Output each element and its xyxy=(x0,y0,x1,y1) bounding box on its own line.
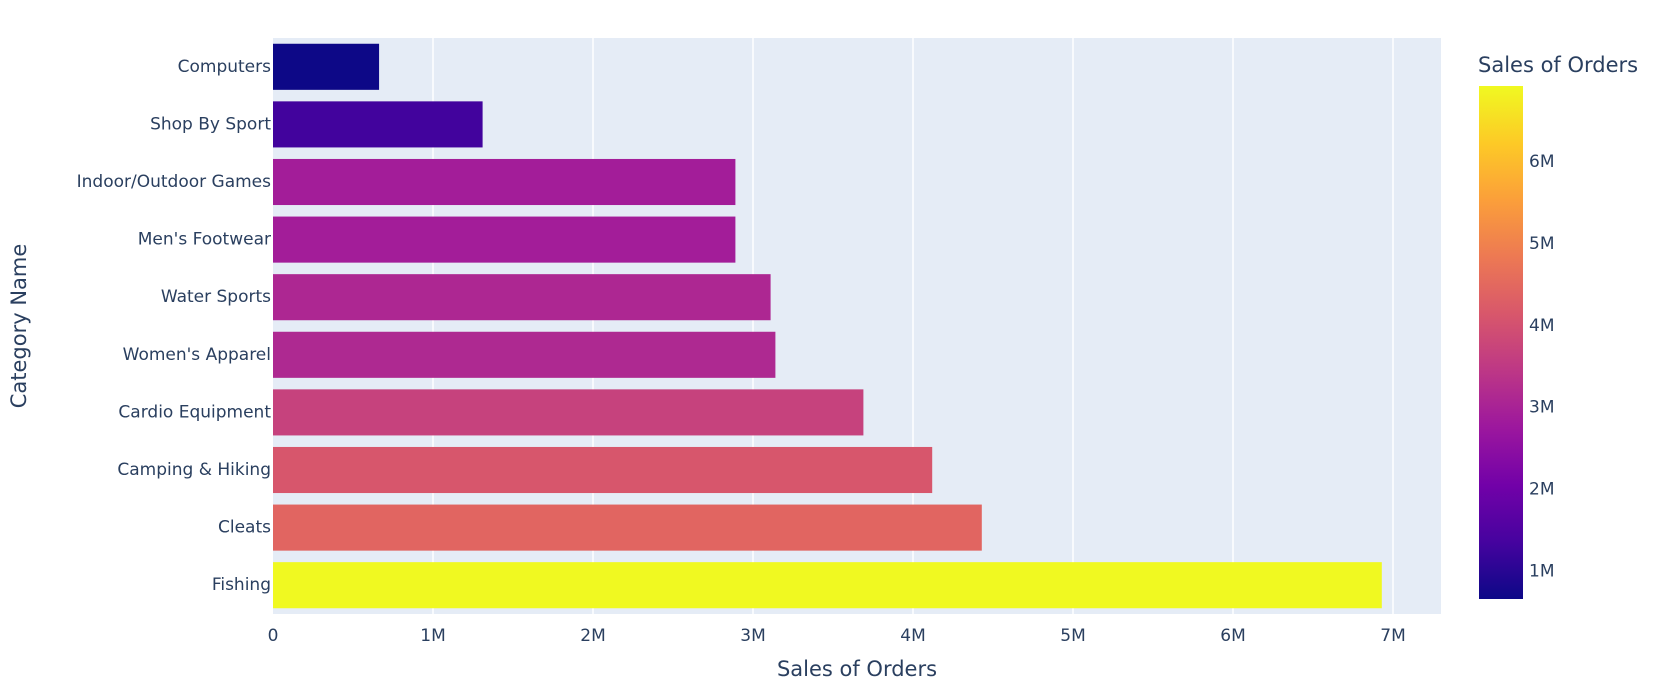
y-tick-label: Cleats xyxy=(218,518,271,538)
bar xyxy=(273,158,736,206)
x-tick-label: 5M xyxy=(1060,626,1085,646)
y-tick-label: Shop By Sport xyxy=(150,114,271,134)
colorbar-tick-label: 1M xyxy=(1529,561,1554,581)
colorbar-title: Sales of Orders xyxy=(1478,53,1638,77)
y-tick-label: Fishing xyxy=(212,575,271,595)
y-tick-labels: Fishing Cleats Camping & Hiking Cardio Equi… xyxy=(77,57,272,595)
colorbar-tick-label: 3M xyxy=(1529,398,1554,418)
x-tick-label: 2M xyxy=(580,626,605,646)
y-tick-label: Women's Apparel xyxy=(123,345,271,365)
y-axis-title: Category Name xyxy=(7,244,31,409)
y-tick-label: Indoor/Outdoor Games xyxy=(77,172,272,192)
bar xyxy=(273,504,982,551)
colorbar-gradient xyxy=(1479,86,1523,599)
bar xyxy=(273,101,483,148)
bar xyxy=(273,216,736,263)
bars xyxy=(273,43,1382,609)
bar xyxy=(273,389,864,436)
y-tick-label: Camping & Hiking xyxy=(117,460,271,480)
x-tick-label: 6M xyxy=(1220,626,1245,646)
x-tick-labels: 0 1M 2M 3M 4M 5M 6M 7M xyxy=(268,626,1406,646)
x-tick-label: 1M xyxy=(420,626,445,646)
x-tick-label: 0 xyxy=(268,626,279,646)
colorbar-tick-label: 4M xyxy=(1529,316,1554,336)
bar xyxy=(273,446,933,494)
y-tick-label: Cardio Equipment xyxy=(118,402,271,422)
colorbar-tick-label: 5M xyxy=(1529,234,1554,254)
y-tick-label: Men's Footwear xyxy=(138,230,271,250)
bar xyxy=(273,562,1382,609)
bar xyxy=(273,331,776,378)
colorbar: Sales of Orders 1M 2M 3M 4M 5M 6M xyxy=(1478,53,1638,599)
x-tick-label: 7M xyxy=(1380,626,1405,646)
x-axis-title: Sales of Orders xyxy=(777,657,937,681)
bar xyxy=(273,43,380,90)
x-tick-label: 3M xyxy=(740,626,765,646)
y-tick-label: Computers xyxy=(178,57,272,77)
y-tick-label: Water Sports xyxy=(161,287,271,307)
bar xyxy=(273,274,771,321)
colorbar-tick-labels: 1M 2M 3M 4M 5M 6M xyxy=(1529,152,1554,581)
colorbar-tick-label: 6M xyxy=(1529,152,1554,172)
x-tick-label: 4M xyxy=(900,626,925,646)
colorbar-tick-label: 2M xyxy=(1529,480,1554,500)
